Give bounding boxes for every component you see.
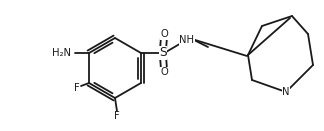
Text: F: F [114, 111, 120, 121]
Text: NH: NH [179, 35, 194, 45]
Text: F: F [74, 83, 80, 93]
Text: S: S [159, 47, 167, 59]
Text: H₂N: H₂N [52, 48, 71, 58]
Text: N: N [282, 87, 290, 97]
Text: O: O [160, 67, 168, 77]
Text: O: O [160, 29, 168, 39]
